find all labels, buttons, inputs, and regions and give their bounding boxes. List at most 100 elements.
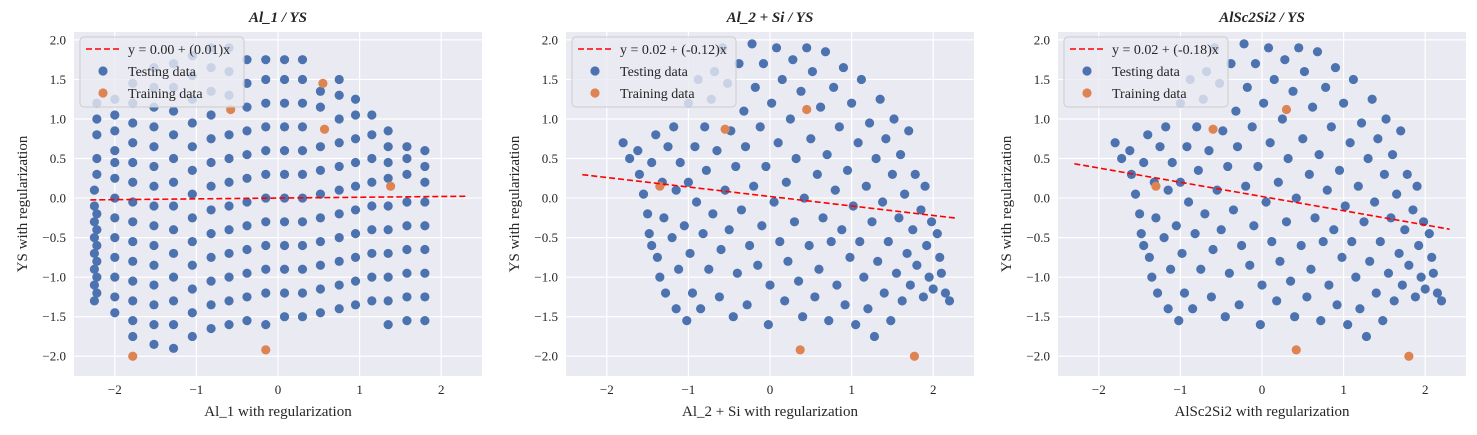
data-point xyxy=(350,181,361,191)
data-point xyxy=(315,284,326,294)
data-point xyxy=(897,296,907,306)
data-point xyxy=(696,304,706,314)
data-point xyxy=(936,268,946,278)
legend-label: Testing data xyxy=(620,65,689,80)
data-point xyxy=(420,146,430,156)
data-point xyxy=(1373,134,1383,144)
legend: y = 0.02 + (-0.18)x Testing data Training … xyxy=(1063,36,1229,108)
data-point xyxy=(1147,272,1157,282)
y-tick-label: −1.0 xyxy=(1026,270,1050,285)
data-point xyxy=(242,149,252,160)
data-point xyxy=(128,256,138,266)
y-axis-label: YS with regularization xyxy=(507,135,523,272)
data-point xyxy=(1249,221,1259,231)
data-point xyxy=(206,205,216,215)
data-point xyxy=(110,292,120,302)
data-point xyxy=(242,55,252,65)
data-point xyxy=(1381,114,1391,124)
x-tick-label: −1 xyxy=(681,382,695,397)
data-point xyxy=(842,165,853,175)
data-point xyxy=(297,74,308,85)
data-point xyxy=(297,217,308,227)
data-point xyxy=(1259,98,1269,108)
data-point xyxy=(926,217,937,227)
chart-panel-1: −2 −1 0 1 2 −2.0 −1.5 −1.0 −0.5 0.0 0.5 1.0 1.5 2.0 Al… xyxy=(15,10,482,420)
data-point xyxy=(1175,177,1185,187)
data-point xyxy=(886,316,896,326)
y-tick-label: 1.5 xyxy=(542,72,558,87)
data-point xyxy=(1231,106,1241,116)
data-point xyxy=(297,146,308,156)
data-point xyxy=(110,193,120,203)
data-point xyxy=(1200,209,1210,219)
data-point xyxy=(402,292,412,302)
data-point xyxy=(675,157,685,168)
data-point xyxy=(315,86,326,96)
data-point xyxy=(1265,138,1275,148)
data-point xyxy=(1416,272,1426,282)
data-point xyxy=(1275,256,1285,266)
data-point xyxy=(832,280,842,290)
data-point xyxy=(128,118,138,128)
data-point xyxy=(683,177,694,187)
x-tick-label: 0 xyxy=(767,382,774,397)
data-point xyxy=(814,264,824,274)
data-point xyxy=(1177,248,1187,259)
data-point xyxy=(420,177,430,187)
data-point xyxy=(386,181,396,191)
data-point xyxy=(669,122,679,132)
y-tick-label: −0.5 xyxy=(42,230,66,245)
data-point xyxy=(1183,197,1194,207)
data-point xyxy=(224,296,234,306)
data-point xyxy=(110,233,120,243)
data-point xyxy=(1400,225,1410,235)
data-point xyxy=(297,288,308,298)
data-point xyxy=(1151,213,1161,223)
data-point xyxy=(671,185,681,195)
data-point xyxy=(856,74,866,85)
data-point xyxy=(643,209,653,219)
data-point xyxy=(206,157,216,168)
chart-title: Al_1 / YS xyxy=(248,10,307,26)
y-tick-label: 1.5 xyxy=(1034,72,1050,87)
data-point xyxy=(1307,102,1318,112)
data-point xyxy=(747,39,757,49)
x-tick-label: 2 xyxy=(438,382,445,397)
x-tick-label: 0 xyxy=(275,382,282,397)
legend-label: Testing data xyxy=(1112,65,1181,80)
data-point xyxy=(1193,165,1203,175)
data-point xyxy=(261,146,271,156)
data-point xyxy=(750,82,760,92)
data-point xyxy=(319,124,330,134)
x-axis-label: Al_2 + Si with regularization xyxy=(682,404,858,420)
data-point xyxy=(1375,236,1385,247)
data-point xyxy=(1281,104,1292,115)
y-tick-label: 1.5 xyxy=(50,72,66,87)
data-point xyxy=(940,288,951,298)
data-point xyxy=(1285,276,1296,286)
y-tick-label: −2.0 xyxy=(42,349,66,364)
data-point xyxy=(667,233,677,243)
data-point xyxy=(149,201,159,211)
data-point xyxy=(1277,114,1287,124)
data-point xyxy=(1402,169,1412,179)
data-point xyxy=(863,304,873,314)
data-point xyxy=(420,268,430,278)
legend-box xyxy=(79,36,245,108)
data-point xyxy=(261,122,271,132)
data-point xyxy=(367,225,377,235)
data-point xyxy=(912,260,922,270)
data-point xyxy=(89,296,99,306)
y-tick-label: −2.0 xyxy=(534,349,558,364)
x-tick-label: 1 xyxy=(848,382,855,397)
data-point xyxy=(383,319,393,330)
data-point xyxy=(1161,122,1171,132)
data-point xyxy=(350,157,361,168)
data-point xyxy=(864,118,875,128)
data-point xyxy=(873,256,883,266)
data-point xyxy=(765,280,775,290)
data-point xyxy=(775,236,785,247)
data-point xyxy=(1234,300,1244,310)
data-point xyxy=(1294,43,1304,53)
